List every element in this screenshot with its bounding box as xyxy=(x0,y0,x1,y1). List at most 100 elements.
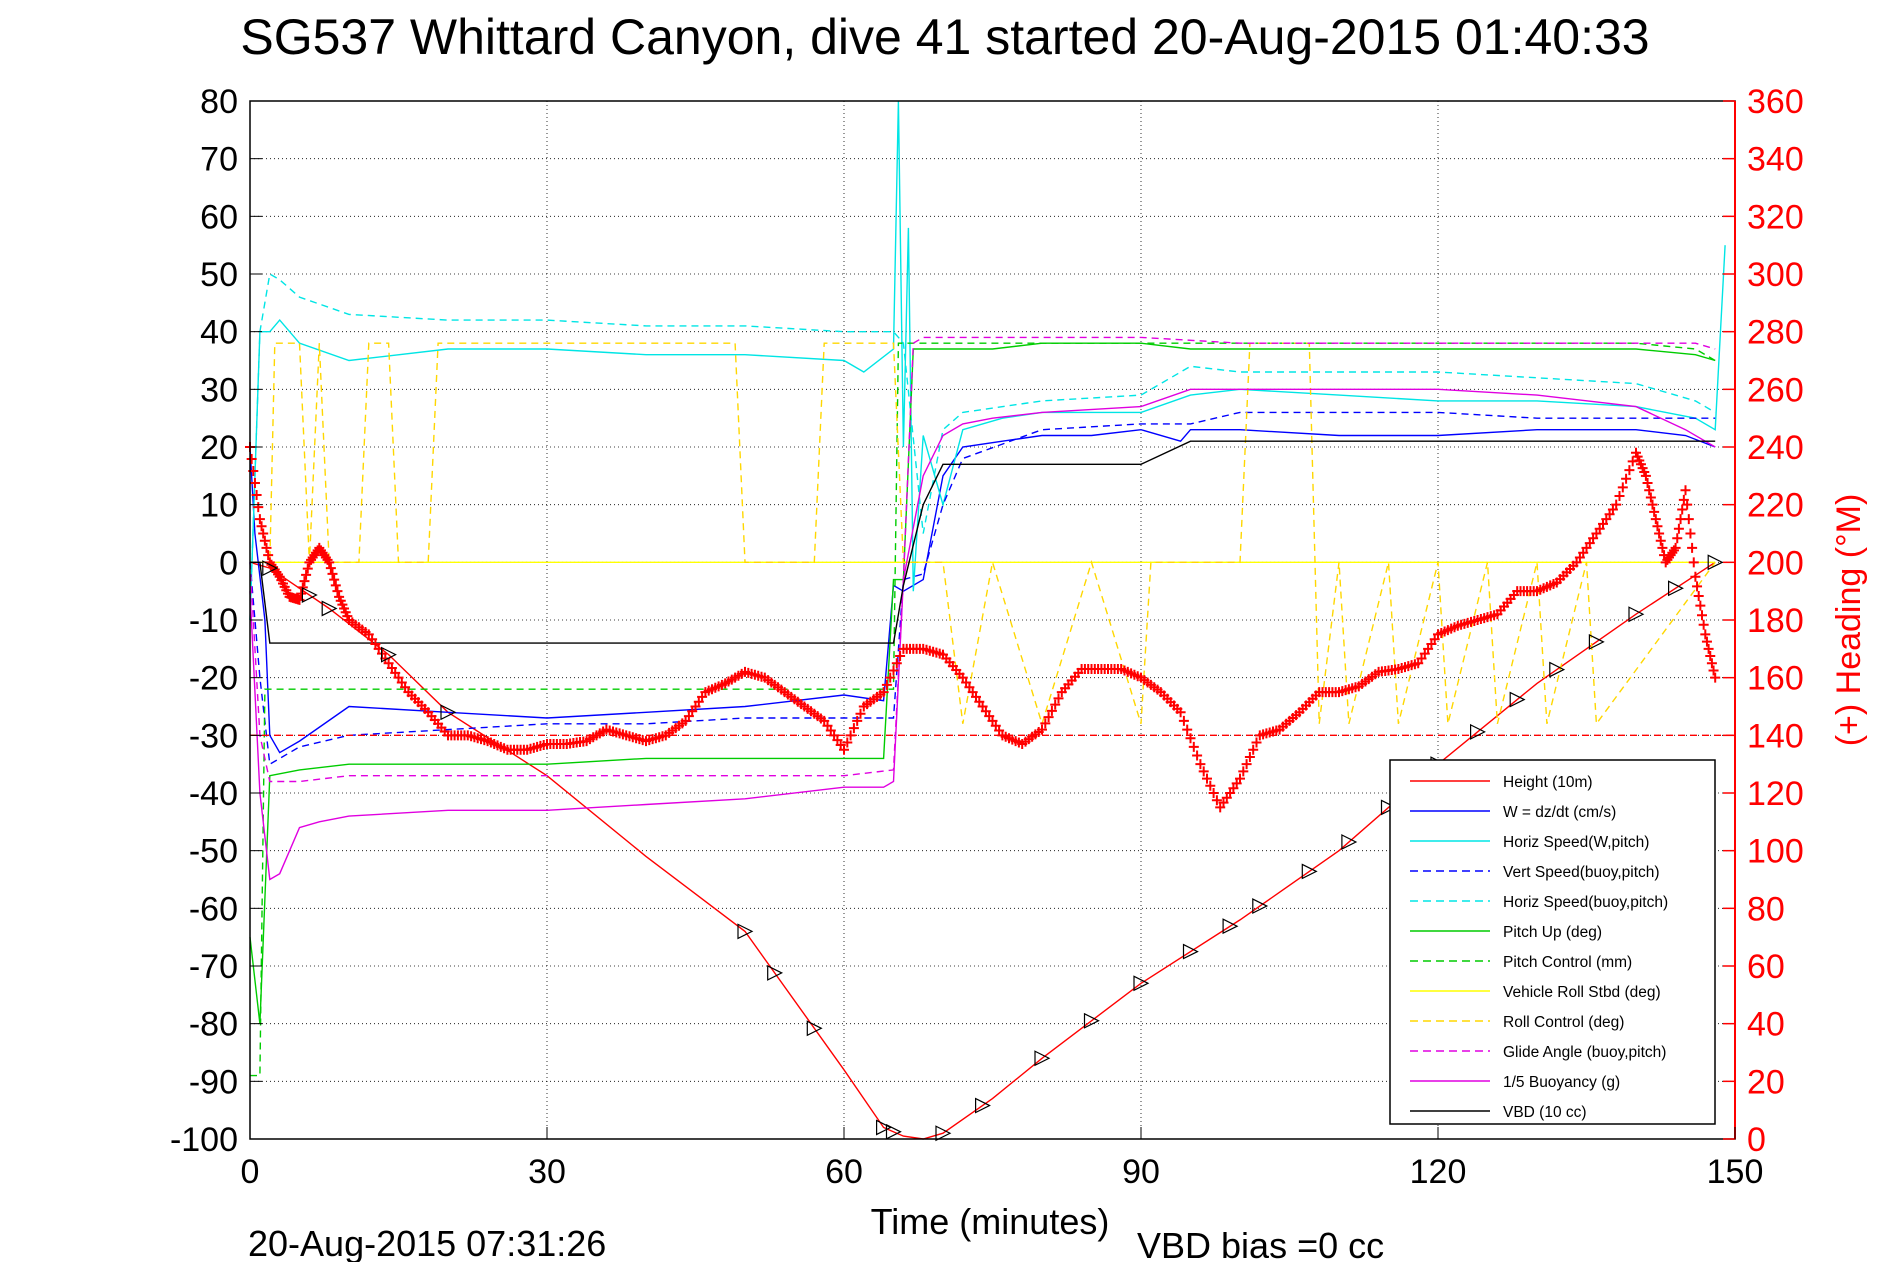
heading-marker xyxy=(1244,751,1255,762)
x-tick-label: 150 xyxy=(1707,1153,1764,1191)
chart-title: SG537 Whittard Canyon, dive 41 started 2… xyxy=(240,9,1649,65)
right-tick-label: 40 xyxy=(1747,1006,1785,1044)
heading-marker xyxy=(1046,705,1057,716)
plot-series xyxy=(245,100,1735,1142)
y-tick-label: -100 xyxy=(170,1121,238,1159)
heading-marker xyxy=(881,679,892,690)
heading-marker xyxy=(1647,499,1658,510)
heading-marker xyxy=(1621,473,1632,484)
heading-marker xyxy=(1624,465,1635,476)
heading-marker xyxy=(1677,504,1688,515)
legend-label: W = dz/dt (cm/s) xyxy=(1503,804,1616,821)
x-tick-label: 0 xyxy=(241,1153,260,1191)
heading-marker xyxy=(1238,766,1249,777)
heading-marker xyxy=(1683,514,1694,525)
heading-marker xyxy=(888,665,899,676)
right-tick-label: 320 xyxy=(1747,198,1804,236)
right-tick-label: 240 xyxy=(1747,429,1804,467)
x-tick-label: 90 xyxy=(1122,1153,1160,1191)
y-tick-label: -80 xyxy=(189,1006,238,1044)
height-triangle-marker xyxy=(935,1125,952,1142)
heading-marker xyxy=(1710,672,1721,683)
height-triangle-marker xyxy=(806,1020,823,1037)
series-glide-angle-buoy-pitch xyxy=(249,336,1716,783)
heading-marker xyxy=(1697,610,1707,621)
height-triangle-marker xyxy=(440,704,457,721)
series-heading-m xyxy=(245,442,1721,813)
heading-marker xyxy=(1611,499,1622,510)
y-tick-label: -10 xyxy=(189,602,238,640)
heading-marker xyxy=(1640,470,1651,481)
series-1-5-buoyancy-g xyxy=(249,388,1716,881)
heading-marker xyxy=(301,569,312,580)
y-tick-label: -70 xyxy=(189,948,238,986)
right-tick-label: 20 xyxy=(1747,1063,1785,1101)
y-tick-label: 80 xyxy=(200,83,238,121)
y-tick-label: -20 xyxy=(189,660,238,698)
legend-label: Vert Speed(buoy,pitch) xyxy=(1503,864,1660,881)
height-triangle-marker xyxy=(381,646,397,663)
heading-marker xyxy=(839,744,849,755)
heading-marker xyxy=(1695,600,1706,611)
heading-marker xyxy=(1685,528,1696,539)
series-w-dz-dt-cm-s xyxy=(249,428,1716,754)
height-triangle-marker xyxy=(1470,723,1486,740)
heading-marker xyxy=(1701,636,1712,647)
heading-marker xyxy=(842,737,853,748)
heading-marker xyxy=(329,574,340,585)
y-tick-label: 70 xyxy=(200,141,238,179)
footer-timestamp: 20-Aug-2015 07:31:26 xyxy=(248,1223,606,1262)
heading-marker xyxy=(1654,528,1665,539)
right-tick-label: 200 xyxy=(1747,544,1804,582)
legend-label: Horiz Speed(buoy,pitch) xyxy=(1503,894,1668,911)
heading-marker xyxy=(259,535,270,546)
heading-marker xyxy=(1037,724,1047,735)
heading-marker xyxy=(246,454,257,465)
height-triangle-marker xyxy=(885,1123,902,1140)
right-tick-label: 120 xyxy=(1747,775,1804,813)
heading-marker xyxy=(1649,506,1660,517)
heading-marker xyxy=(1192,750,1203,761)
heading-marker xyxy=(1672,533,1683,544)
heading-marker xyxy=(1703,643,1714,654)
heading-marker xyxy=(1195,759,1206,770)
height-triangle-marker xyxy=(975,1097,991,1114)
height-triangle-marker xyxy=(321,600,338,617)
heading-marker xyxy=(1657,542,1668,553)
height-triangle-marker xyxy=(1252,898,1269,914)
y-tick-label: -30 xyxy=(189,717,238,755)
legend-label: Roll Control (deg) xyxy=(1503,1014,1624,1031)
y-tick-label: 0 xyxy=(219,544,238,582)
heading-marker xyxy=(251,490,262,501)
heading-marker xyxy=(1175,707,1186,718)
heading-marker xyxy=(1645,492,1656,503)
legend-label: Glide Angle (buoy,pitch) xyxy=(1503,1044,1666,1061)
y-tick-label: 30 xyxy=(200,371,238,409)
height-triangle-marker xyxy=(301,587,318,603)
right-tick-label: 60 xyxy=(1747,948,1785,986)
right-tick-label: 360 xyxy=(1747,83,1804,121)
heading-marker xyxy=(1693,590,1704,601)
heading-marker xyxy=(1692,581,1703,592)
heading-marker xyxy=(1706,658,1717,669)
height-triangle-marker xyxy=(1707,554,1724,571)
height-triangle-marker xyxy=(1182,943,1199,960)
heading-marker xyxy=(1642,478,1653,489)
series-vert-speed-buoy-pitch xyxy=(249,411,1716,766)
heading-marker xyxy=(302,563,313,574)
y-tick-label: 40 xyxy=(200,314,238,352)
heading-marker xyxy=(330,580,341,591)
height-triangle-marker xyxy=(1341,834,1358,850)
heading-marker xyxy=(1182,724,1193,735)
height-triangle-marker xyxy=(262,560,279,577)
heading-marker xyxy=(1670,542,1681,553)
series-horiz-speed-buoy-pitch xyxy=(249,272,1716,621)
heading-marker xyxy=(1652,521,1663,532)
heading-marker xyxy=(1617,482,1628,493)
legend-label: Pitch Control (mm) xyxy=(1503,954,1632,971)
heading-marker xyxy=(891,658,902,669)
heading-marker xyxy=(256,521,267,532)
heading-marker xyxy=(1188,741,1199,752)
height-triangle-marker xyxy=(876,1119,892,1136)
